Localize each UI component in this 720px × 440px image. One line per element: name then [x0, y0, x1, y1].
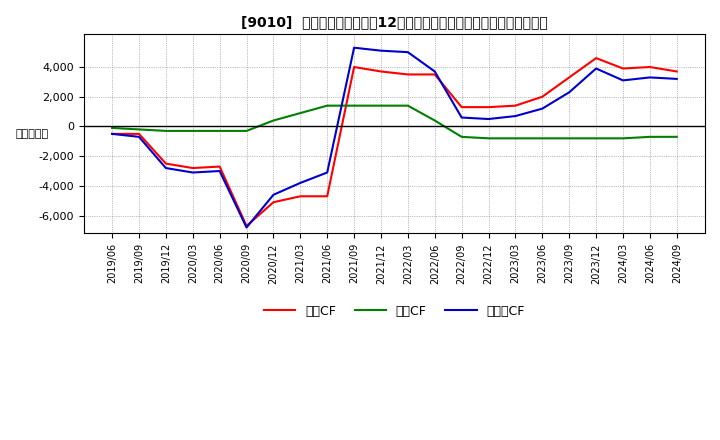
投資CF [618, 136, 627, 141]
営業CF [296, 194, 305, 199]
フリーCF [135, 134, 143, 139]
Line: フリーCF: フリーCF [112, 48, 677, 227]
フリーCF [592, 66, 600, 71]
投資CF [242, 128, 251, 134]
投資CF [538, 136, 546, 141]
投資CF [161, 128, 170, 134]
営業CF [565, 75, 574, 80]
投資CF [350, 103, 359, 108]
営業CF [592, 55, 600, 61]
投資CF [135, 127, 143, 132]
投資CF [511, 136, 520, 141]
営業CF [618, 66, 627, 71]
投資CF [485, 136, 493, 141]
営業CF [189, 165, 197, 171]
フリーCF [618, 78, 627, 83]
営業CF [538, 94, 546, 99]
営業CF [350, 64, 359, 70]
投資CF [672, 134, 681, 139]
営業CF [672, 69, 681, 74]
投資CF [296, 110, 305, 116]
フリーCF [269, 192, 278, 198]
営業CF [323, 194, 331, 199]
営業CF [646, 64, 654, 70]
投資CF [108, 125, 117, 131]
フリーCF [485, 117, 493, 122]
フリーCF [538, 106, 546, 111]
投資CF [646, 134, 654, 139]
フリーCF [646, 75, 654, 80]
営業CF [511, 103, 520, 108]
Legend: 営業CF, 投資CF, フリーCF: 営業CF, 投資CF, フリーCF [258, 300, 530, 323]
投資CF [323, 103, 331, 108]
Line: 投資CF: 投資CF [112, 106, 677, 138]
フリーCF [350, 45, 359, 50]
Y-axis label: （百万円）: （百万円） [15, 129, 48, 139]
営業CF [403, 72, 412, 77]
投資CF [269, 118, 278, 123]
フリーCF [403, 50, 412, 55]
フリーCF [189, 170, 197, 175]
投資CF [457, 134, 466, 139]
営業CF [135, 131, 143, 136]
フリーCF [323, 170, 331, 175]
投資CF [403, 103, 412, 108]
フリーCF [108, 131, 117, 136]
営業CF [215, 164, 224, 169]
Title: [9010]  キャッシュフローの12か月移動合計の対前年同期増減額の推移: [9010] キャッシュフローの12か月移動合計の対前年同期増減額の推移 [241, 15, 548, 29]
フリーCF [431, 69, 439, 74]
営業CF [108, 131, 117, 136]
投資CF [189, 128, 197, 134]
Line: 営業CF: 営業CF [112, 58, 677, 226]
投資CF [592, 136, 600, 141]
フリーCF [511, 114, 520, 119]
フリーCF [672, 76, 681, 81]
フリーCF [377, 48, 385, 53]
営業CF [485, 104, 493, 110]
投資CF [565, 136, 574, 141]
フリーCF [215, 169, 224, 174]
投資CF [377, 103, 385, 108]
フリーCF [242, 225, 251, 230]
営業CF [242, 224, 251, 229]
営業CF [161, 161, 170, 166]
フリーCF [296, 180, 305, 186]
営業CF [377, 69, 385, 74]
投資CF [431, 118, 439, 123]
フリーCF [457, 115, 466, 120]
営業CF [431, 72, 439, 77]
フリーCF [161, 165, 170, 171]
フリーCF [565, 90, 574, 95]
投資CF [215, 128, 224, 134]
営業CF [269, 200, 278, 205]
営業CF [457, 104, 466, 110]
